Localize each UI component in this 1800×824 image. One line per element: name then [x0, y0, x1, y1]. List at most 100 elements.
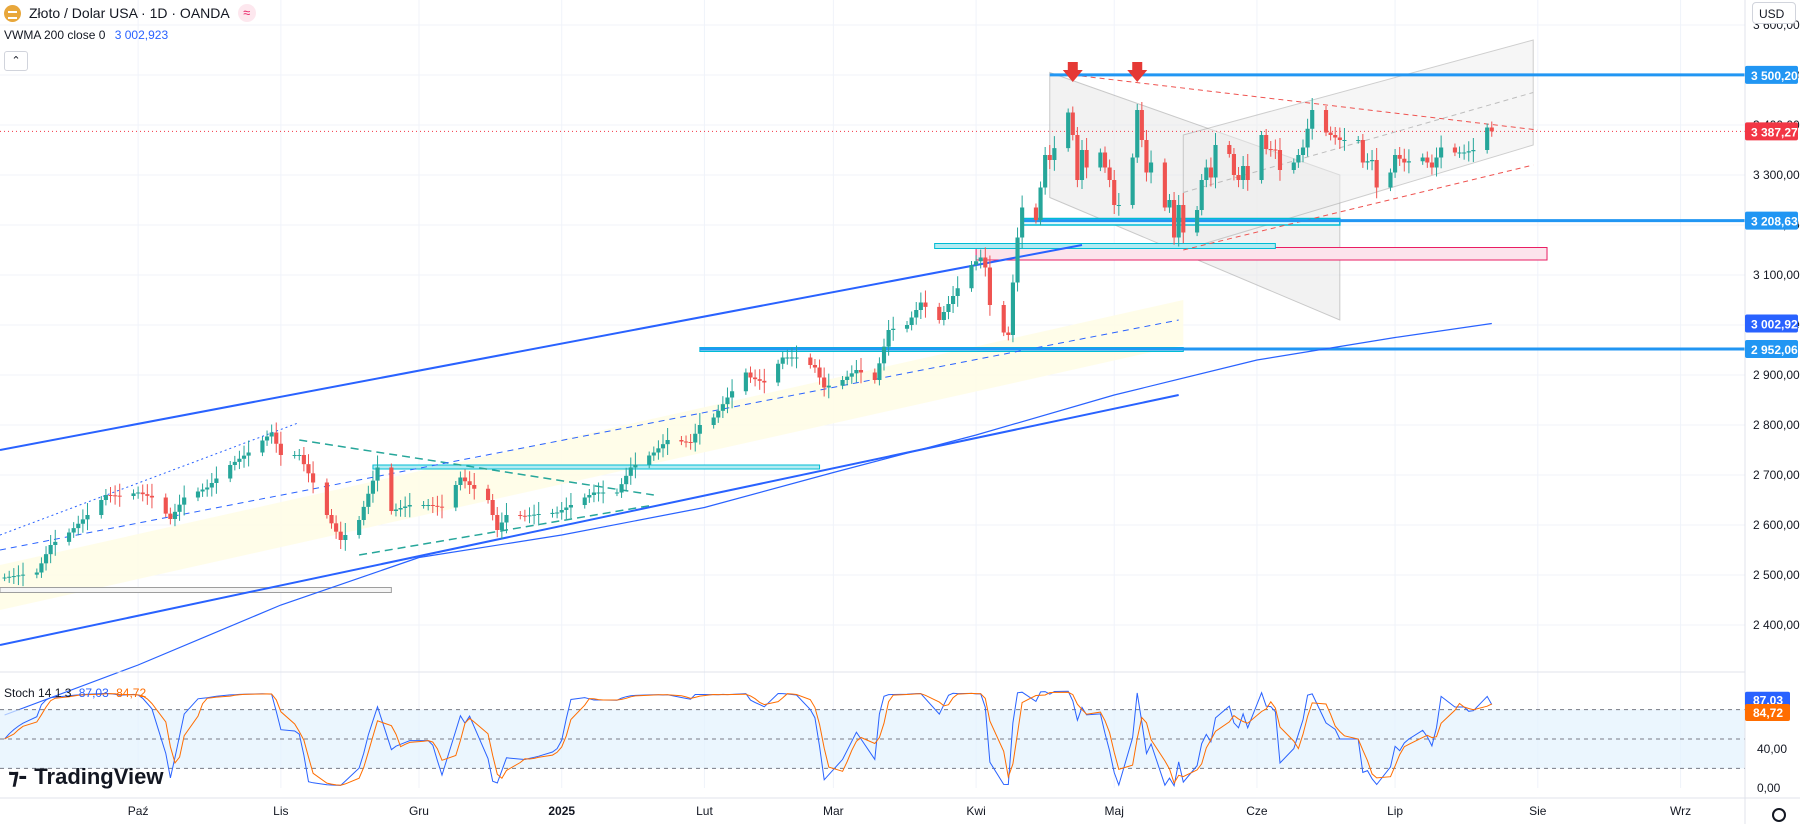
candle-body [1116, 205, 1121, 206]
vwma-polyline [4, 322, 1492, 716]
candle-body [688, 442, 693, 443]
candle-body [1462, 152, 1467, 154]
candle-body [904, 325, 910, 329]
vwma-label: VWMA 200 close 0 [4, 28, 106, 42]
candle-body [7, 576, 12, 578]
candle-body [776, 363, 781, 383]
candle-body [946, 304, 951, 312]
candle-body [651, 452, 656, 456]
candle-body [693, 433, 698, 443]
candle-body [499, 522, 504, 530]
time-tick-label: Gru [409, 804, 429, 818]
candle-body [228, 465, 233, 479]
candle-body [1020, 207, 1025, 238]
candle-body [177, 504, 182, 512]
channel-upper [0, 244, 1083, 451]
candle-body [1204, 167, 1209, 180]
candle-body [458, 477, 463, 485]
candle-body [485, 488, 491, 500]
candle-body [881, 346, 887, 364]
time-tick-label: 2025 [548, 804, 575, 818]
time-tick-label: Mar [823, 804, 844, 818]
candle-body [937, 306, 942, 320]
candle-body [886, 330, 891, 347]
candle-body [780, 357, 785, 364]
candle-body [421, 505, 426, 506]
candle-body [660, 444, 666, 449]
gear-icon[interactable] [1772, 808, 1786, 822]
candle-body [582, 497, 587, 505]
candle-body [1241, 166, 1246, 180]
candle-body [748, 372, 753, 378]
candle-body [311, 473, 316, 483]
candle-body [633, 464, 638, 468]
candle-body [1107, 167, 1112, 180]
candle-body [306, 464, 311, 474]
candle-body [403, 506, 408, 508]
trend-channel [0, 244, 1179, 646]
candle-body [113, 495, 118, 497]
vwma-legend[interactable]: VWMA 200 close 0 3 002,923 [4, 28, 168, 42]
candle-body [872, 372, 877, 380]
chevron-up-icon[interactable]: ⌃ [4, 51, 28, 71]
candle-body [914, 310, 919, 318]
candle-body [260, 440, 265, 453]
candle-body [1342, 140, 1347, 141]
candle-body [969, 265, 974, 289]
candle-body [145, 494, 150, 496]
candle-body [1015, 237, 1020, 283]
candle-body [1429, 162, 1434, 168]
candle-body [99, 500, 104, 515]
candle-body [329, 515, 334, 524]
brand-name: TradingView [34, 764, 164, 789]
y-tick-label: 2 700,000 [1753, 468, 1800, 482]
candle-body [1195, 210, 1200, 233]
candle-body [1148, 162, 1154, 173]
candle-body [1236, 175, 1241, 180]
candle-body [555, 512, 560, 514]
candle-body [1010, 282, 1016, 335]
candle-body [845, 376, 850, 380]
candle-body [1052, 148, 1057, 160]
candle-body [34, 572, 39, 575]
yellow-channel-fill [0, 300, 1184, 610]
candle-body [1047, 155, 1052, 160]
currency-select[interactable]: USD ⌄ [1752, 2, 1796, 24]
candle-body [136, 492, 141, 494]
approx-icon[interactable]: ≈ [237, 4, 256, 22]
candle-body [39, 563, 44, 573]
candle-body [679, 440, 684, 442]
candle-body [1268, 149, 1273, 150]
candle-body [1457, 152, 1462, 154]
symbol-title[interactable]: Złoto / Dolar USA · 1D · OANDA [29, 5, 230, 21]
drawing-shapes [0, 39, 1548, 610]
stoch-k-value: 87,03 [78, 686, 109, 700]
candle-body [264, 436, 270, 441]
price-label: 3 208,636 [1751, 215, 1800, 229]
candle-body [1079, 150, 1085, 180]
candle-body [536, 514, 541, 515]
candle-body [789, 357, 794, 359]
candle-body [172, 511, 178, 519]
candle-body [1310, 110, 1315, 129]
channel-mid [0, 319, 1179, 551]
arrow-down-icon [1127, 62, 1148, 82]
candle-body [85, 515, 90, 520]
candle-body [117, 495, 122, 497]
candle-body [1176, 205, 1181, 238]
time-tick-label: Sie [1529, 804, 1547, 818]
stoch-legend[interactable]: Stoch 14 1 3 87,03 84,72 [4, 686, 146, 700]
candle-body [1006, 332, 1011, 335]
candle-body [80, 519, 85, 524]
y-tick-label: 2 400,000 [1753, 618, 1800, 632]
tradingview-logo[interactable]: ⁊⁃ TradingView [8, 764, 163, 790]
candle-body [1102, 152, 1108, 168]
candle-body [71, 528, 76, 533]
candle-body [918, 302, 923, 310]
candle-body [1181, 205, 1186, 233]
candle-body [366, 493, 371, 507]
candle-body [301, 455, 306, 465]
candle-body [656, 448, 661, 453]
candle-body [1300, 147, 1306, 155]
